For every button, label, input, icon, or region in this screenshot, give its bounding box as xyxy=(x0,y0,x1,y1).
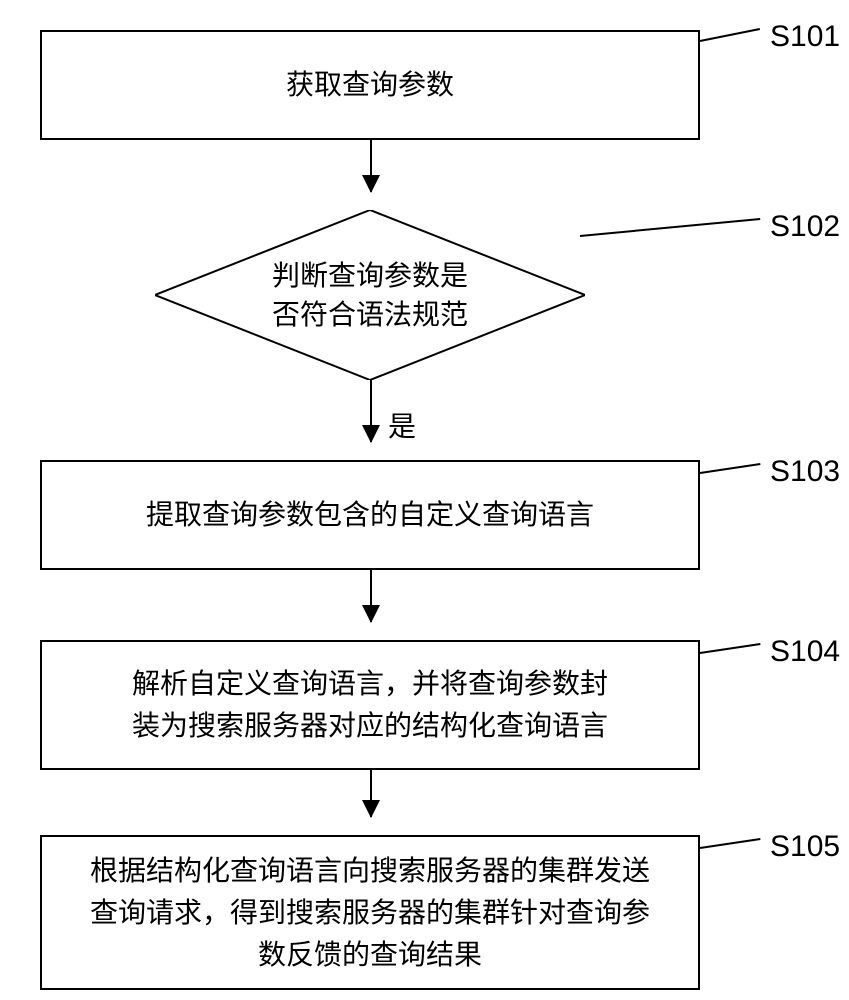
edge-s104-s105 xyxy=(370,770,372,817)
leader-s102 xyxy=(580,218,760,237)
label-s104: S104 xyxy=(770,635,840,669)
leader-s101 xyxy=(700,28,760,42)
edge-s101-s102 xyxy=(370,140,372,192)
leader-s103 xyxy=(700,463,760,474)
node-s104: 解析自定义查询语言，并将查询参数封装为搜索服务器对应的结构化查询语言 xyxy=(40,640,700,770)
node-s104-text: 解析自定义查询语言，并将查询参数封装为搜索服务器对应的结构化查询语言 xyxy=(132,663,608,747)
label-s103: S103 xyxy=(770,455,840,489)
node-s105-text: 根据结构化查询语言向搜索服务器的集群发送查询请求，得到搜索服务器的集群针对查询参… xyxy=(90,850,650,976)
leader-s105 xyxy=(700,838,760,849)
node-s103-text: 提取查询参数包含的自定义查询语言 xyxy=(146,494,594,536)
edge-s102-s103-label: 是 xyxy=(388,405,416,445)
node-s101: 获取查询参数 xyxy=(40,30,700,140)
label-s105: S105 xyxy=(770,830,840,864)
node-s101-text: 获取查询参数 xyxy=(286,64,454,106)
edge-s102-s103 xyxy=(370,380,372,442)
node-s102: 判断查询参数是否符合语法规范 xyxy=(155,210,585,380)
flowchart-canvas: 获取查询参数 S101 判断查询参数是否符合语法规范 S102 是 提取查询参数… xyxy=(0,0,849,1000)
node-s105: 根据结构化查询语言向搜索服务器的集群发送查询请求，得到搜索服务器的集群针对查询参… xyxy=(40,835,700,990)
node-s103: 提取查询参数包含的自定义查询语言 xyxy=(40,460,700,570)
edge-s103-s104 xyxy=(370,570,372,622)
label-s102: S102 xyxy=(770,210,840,244)
leader-s104 xyxy=(700,643,760,654)
node-s102-text: 判断查询参数是否符合语法规范 xyxy=(155,210,585,380)
label-s101: S101 xyxy=(770,20,840,54)
